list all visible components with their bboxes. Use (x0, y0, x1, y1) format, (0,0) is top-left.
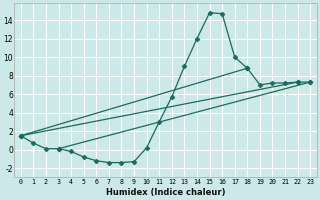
X-axis label: Humidex (Indice chaleur): Humidex (Indice chaleur) (106, 188, 225, 197)
